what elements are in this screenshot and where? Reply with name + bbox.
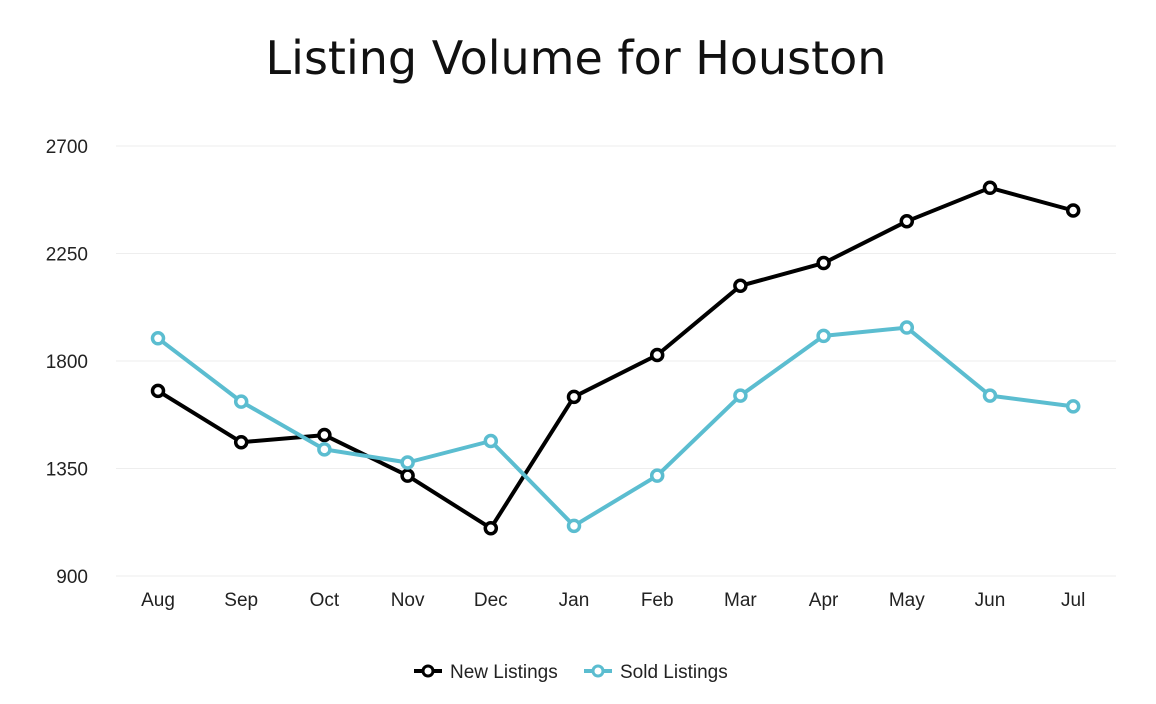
data-point [1065,399,1081,414]
series-line [156,325,1076,528]
data-point [733,278,748,293]
y-tick-label: 1350 [46,460,88,481]
series-line [156,185,1076,531]
data-point [317,442,332,457]
x-axis-ticks: Aug Sep Oct Nov Dec Jan Feb Mar Apr May Jun Jul [141,590,1085,611]
data-point [816,255,831,271]
data-point [982,180,998,196]
x-tick-label: Mar [724,590,757,611]
data-point [899,214,915,229]
y-axis-ticks: 900 1350 1800 2250 2700 [46,137,88,588]
x-tick-label: Nov [391,590,425,611]
data-point [982,388,998,403]
data-point [233,434,249,450]
x-tick-label: Jun [975,590,1006,611]
legend: New Listings Sold Listings [414,662,728,683]
legend-swatch-marker [591,664,605,678]
legend-swatch-marker [421,664,435,678]
data-point [566,518,582,534]
series-1 [150,320,1081,534]
data-point [1065,203,1081,218]
y-tick-label: 1800 [46,352,88,373]
x-tick-label: Aug [141,590,175,611]
y-tick-label: 2250 [46,245,88,266]
x-tick-label: Jul [1061,590,1085,611]
data-point [400,455,415,470]
data-point [150,331,166,346]
x-tick-label: Apr [809,590,839,611]
y-tick-label: 2700 [46,137,88,158]
x-tick-label: Dec [474,590,508,611]
data-point [899,320,915,335]
data-point [483,433,499,449]
y-tick-label: 900 [56,567,88,588]
data-point [566,389,582,405]
legend-item: Sold Listings [584,662,728,683]
x-tick-label: Feb [641,590,674,611]
data-point [233,394,249,409]
data-point [317,427,332,443]
series-lines [150,180,1081,536]
x-tick-label: May [889,590,925,611]
legend-item: New Listings [414,662,558,683]
data-point [150,383,166,399]
x-tick-label: Sep [224,590,258,611]
chart-title: Listing Volume for Houston [266,31,887,85]
legend-label: New Listings [450,662,558,683]
data-point [733,388,748,403]
series-0 [150,180,1081,536]
data-point [649,468,665,483]
data-point [816,328,831,344]
gridlines [116,145,1116,577]
x-tick-label: Jan [559,590,590,611]
legend-label: Sold Listings [620,662,728,683]
x-tick-label: Oct [310,590,340,611]
data-point [400,468,415,483]
data-point [649,347,665,363]
data-point [483,520,499,536]
